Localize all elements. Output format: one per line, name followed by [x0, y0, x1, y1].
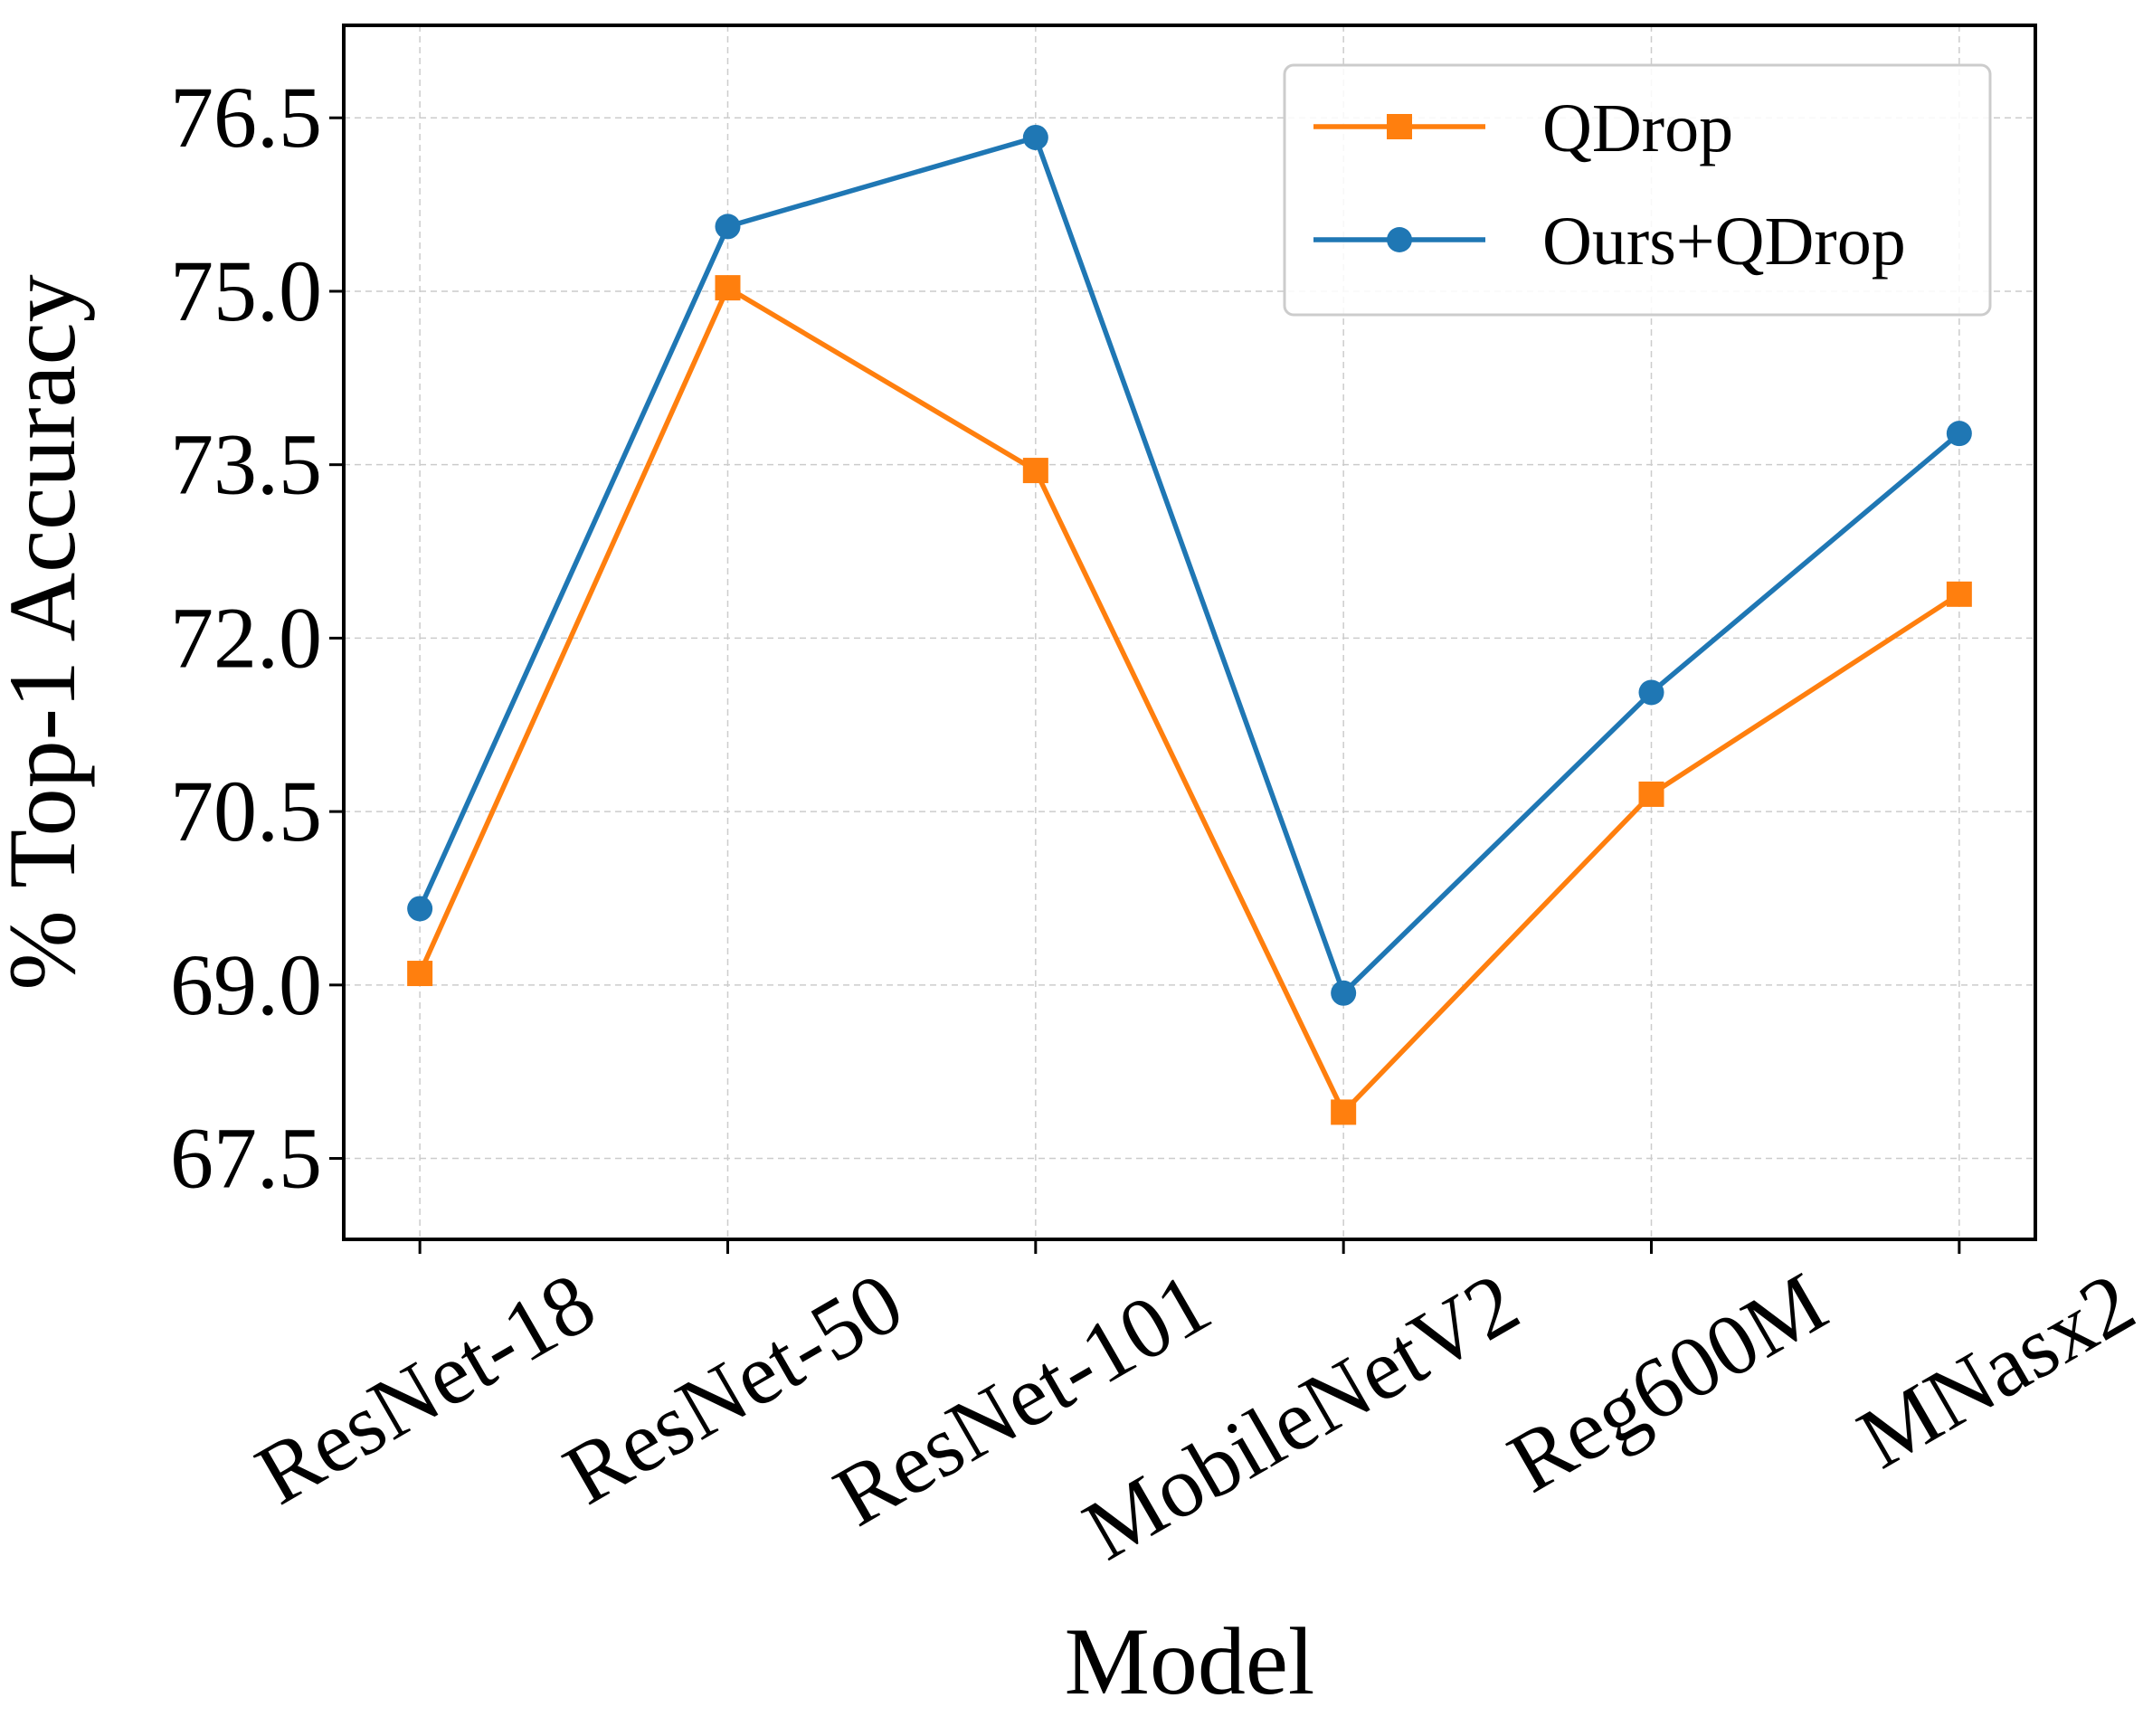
data-point [1946, 421, 1972, 447]
legend-marker [1387, 114, 1412, 139]
data-point [1331, 980, 1357, 1006]
legend-item: Ours+QDrop [1313, 204, 1906, 280]
series-ours-qdrop [407, 124, 1972, 1006]
x-tick-label: ResNet-18 [241, 1254, 611, 1523]
plot-frame [342, 24, 2037, 1241]
x-tick-label: Reg600M [1493, 1254, 1842, 1512]
legend-item: QDrop [1313, 90, 1733, 166]
x-tick-label: MNasx2 [1842, 1254, 2143, 1487]
series-line [417, 135, 1961, 996]
y-tick-label: 67.5 [170, 1110, 322, 1207]
data-point [407, 896, 433, 922]
grid-lines [344, 25, 2035, 1239]
y-tick-label: 72.0 [170, 589, 322, 686]
legend: QDrop Ours+QDrop [1283, 63, 1992, 317]
data-point [407, 961, 433, 987]
series-line [417, 285, 1961, 1115]
x-axis-ticks: ResNet-18ResNet-50ResNet-101MobileNetV2R… [241, 1239, 2143, 1579]
series-qdrop [407, 275, 1972, 1125]
legend-label: Ours+QDrop [1542, 204, 1906, 280]
data-point [715, 213, 741, 240]
data-point [1022, 124, 1048, 150]
data-point [1946, 581, 1972, 607]
y-tick-label: 75.0 [170, 242, 322, 339]
data-point [1638, 679, 1664, 706]
y-tick-label: 69.0 [170, 936, 322, 1033]
x-axis-label: Model [1065, 1608, 1315, 1714]
y-tick-label: 70.5 [170, 763, 322, 859]
legend-label: QDrop [1542, 90, 1733, 166]
y-axis-label: % Top-1 Accuracy [0, 274, 95, 990]
data-point [1638, 781, 1664, 807]
data-point [1022, 458, 1048, 484]
y-axis-ticks: 67.5 69.0 70.5 72.0 73.5 75.0 76.5 [170, 69, 344, 1207]
y-tick-label: 73.5 [170, 416, 322, 513]
data-point [1331, 1099, 1357, 1125]
y-tick-label: 76.5 [170, 69, 322, 166]
plot-series [407, 124, 1972, 1125]
legend-marker [1387, 227, 1412, 252]
data-point [715, 275, 741, 301]
